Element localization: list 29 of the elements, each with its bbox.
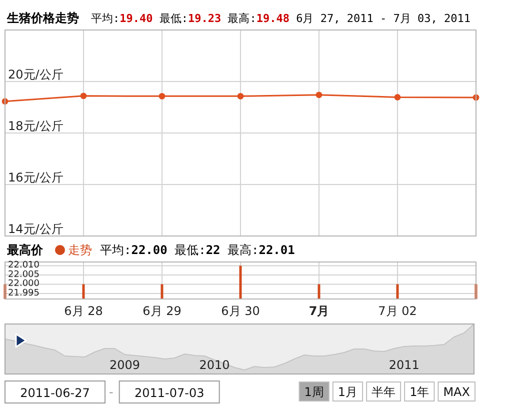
chart-subtitle: 平均:22.00 最低:22 最高:22.01 — [100, 243, 295, 257]
x-tick-label: 7月 02 — [378, 304, 417, 318]
y-tick-label: 20元/公斤 — [8, 68, 64, 82]
text: MAX — [443, 385, 470, 399]
x-tick-label: 2010 — [199, 358, 230, 372]
x-tick-label: 2009 — [109, 358, 140, 372]
y-tick-label: 22.000 — [8, 279, 40, 290]
x-tick-label: 6月 29 — [142, 304, 182, 318]
text: - — [109, 385, 114, 399]
text: 2011-07-03 — [134, 386, 204, 400]
x-tick-label: 7月 — [308, 304, 330, 318]
text: 2011-06-27 — [20, 386, 90, 400]
y-tick-label: 16元/公斤 — [8, 170, 64, 184]
chart-title: 生猪价格走势 — [6, 11, 79, 25]
chart-title: 最高价 — [6, 243, 44, 257]
y-tick-label: 21.995 — [8, 288, 40, 298]
x-tick-label: 6月 30 — [221, 304, 260, 318]
y-tick-label: 18元/公斤 — [8, 119, 64, 133]
text: 1月 — [338, 385, 358, 399]
y-tick-label: 22.010 — [8, 260, 40, 271]
text: 半年 — [372, 385, 396, 399]
y-tick-label: 22.005 — [8, 270, 40, 280]
chart-subtitle: 平均:19.40 最低:19.23 最高:19.48 6月 27, 2011 - 7月 03, 2011 — [91, 12, 470, 25]
legend-label: 走势 — [68, 243, 92, 257]
text: 1年 — [410, 385, 430, 399]
x-tick-label: 2011 — [388, 358, 420, 372]
text: 1周 — [304, 385, 324, 399]
y-tick-label: 14元/公斤 — [8, 222, 64, 236]
x-tick-label: 6月 28 — [64, 304, 103, 318]
